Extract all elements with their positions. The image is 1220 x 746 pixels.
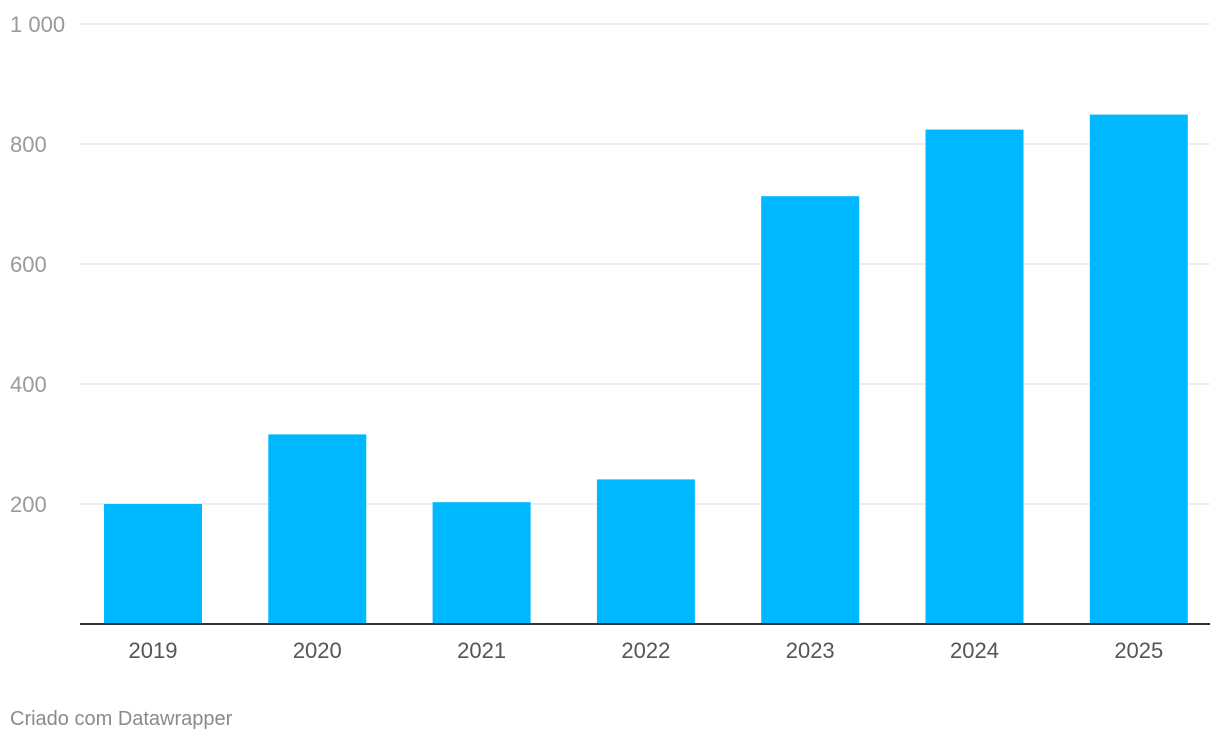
credit-footer: Criado com Datawrapper xyxy=(10,708,233,730)
x-tick-label-2020: 2020 xyxy=(293,638,342,663)
x-tick-label-2025: 2025 xyxy=(1114,638,1163,663)
x-axis-labels: 2019 2020 2021 2022 2023 2024 2025 xyxy=(129,638,1164,663)
bar-2020 xyxy=(268,434,367,624)
x-tick-label-2019: 2019 xyxy=(129,638,178,663)
bar-2022 xyxy=(596,479,695,624)
bar-2023 xyxy=(761,196,860,624)
bar-2019 xyxy=(104,504,202,624)
y-tick-label: 1 000 xyxy=(10,12,65,37)
bar-2025 xyxy=(1089,114,1188,624)
x-tick-label-2024: 2024 xyxy=(950,638,999,663)
y-tick-label: 400 xyxy=(10,372,47,397)
y-tick-label: 600 xyxy=(10,252,47,277)
bars xyxy=(104,114,1188,624)
y-axis-labels: 200 400 600 800 1 000 xyxy=(10,12,65,517)
y-tick-label: 800 xyxy=(10,132,47,157)
x-tick-label-2022: 2022 xyxy=(621,638,670,663)
bar-2021 xyxy=(432,502,531,624)
x-tick-label-2021: 2021 xyxy=(457,638,506,663)
gridlines xyxy=(80,23,1210,505)
x-tick-label-2023: 2023 xyxy=(786,638,835,663)
bar-2024 xyxy=(925,129,1024,624)
y-tick-label: 200 xyxy=(10,492,47,517)
